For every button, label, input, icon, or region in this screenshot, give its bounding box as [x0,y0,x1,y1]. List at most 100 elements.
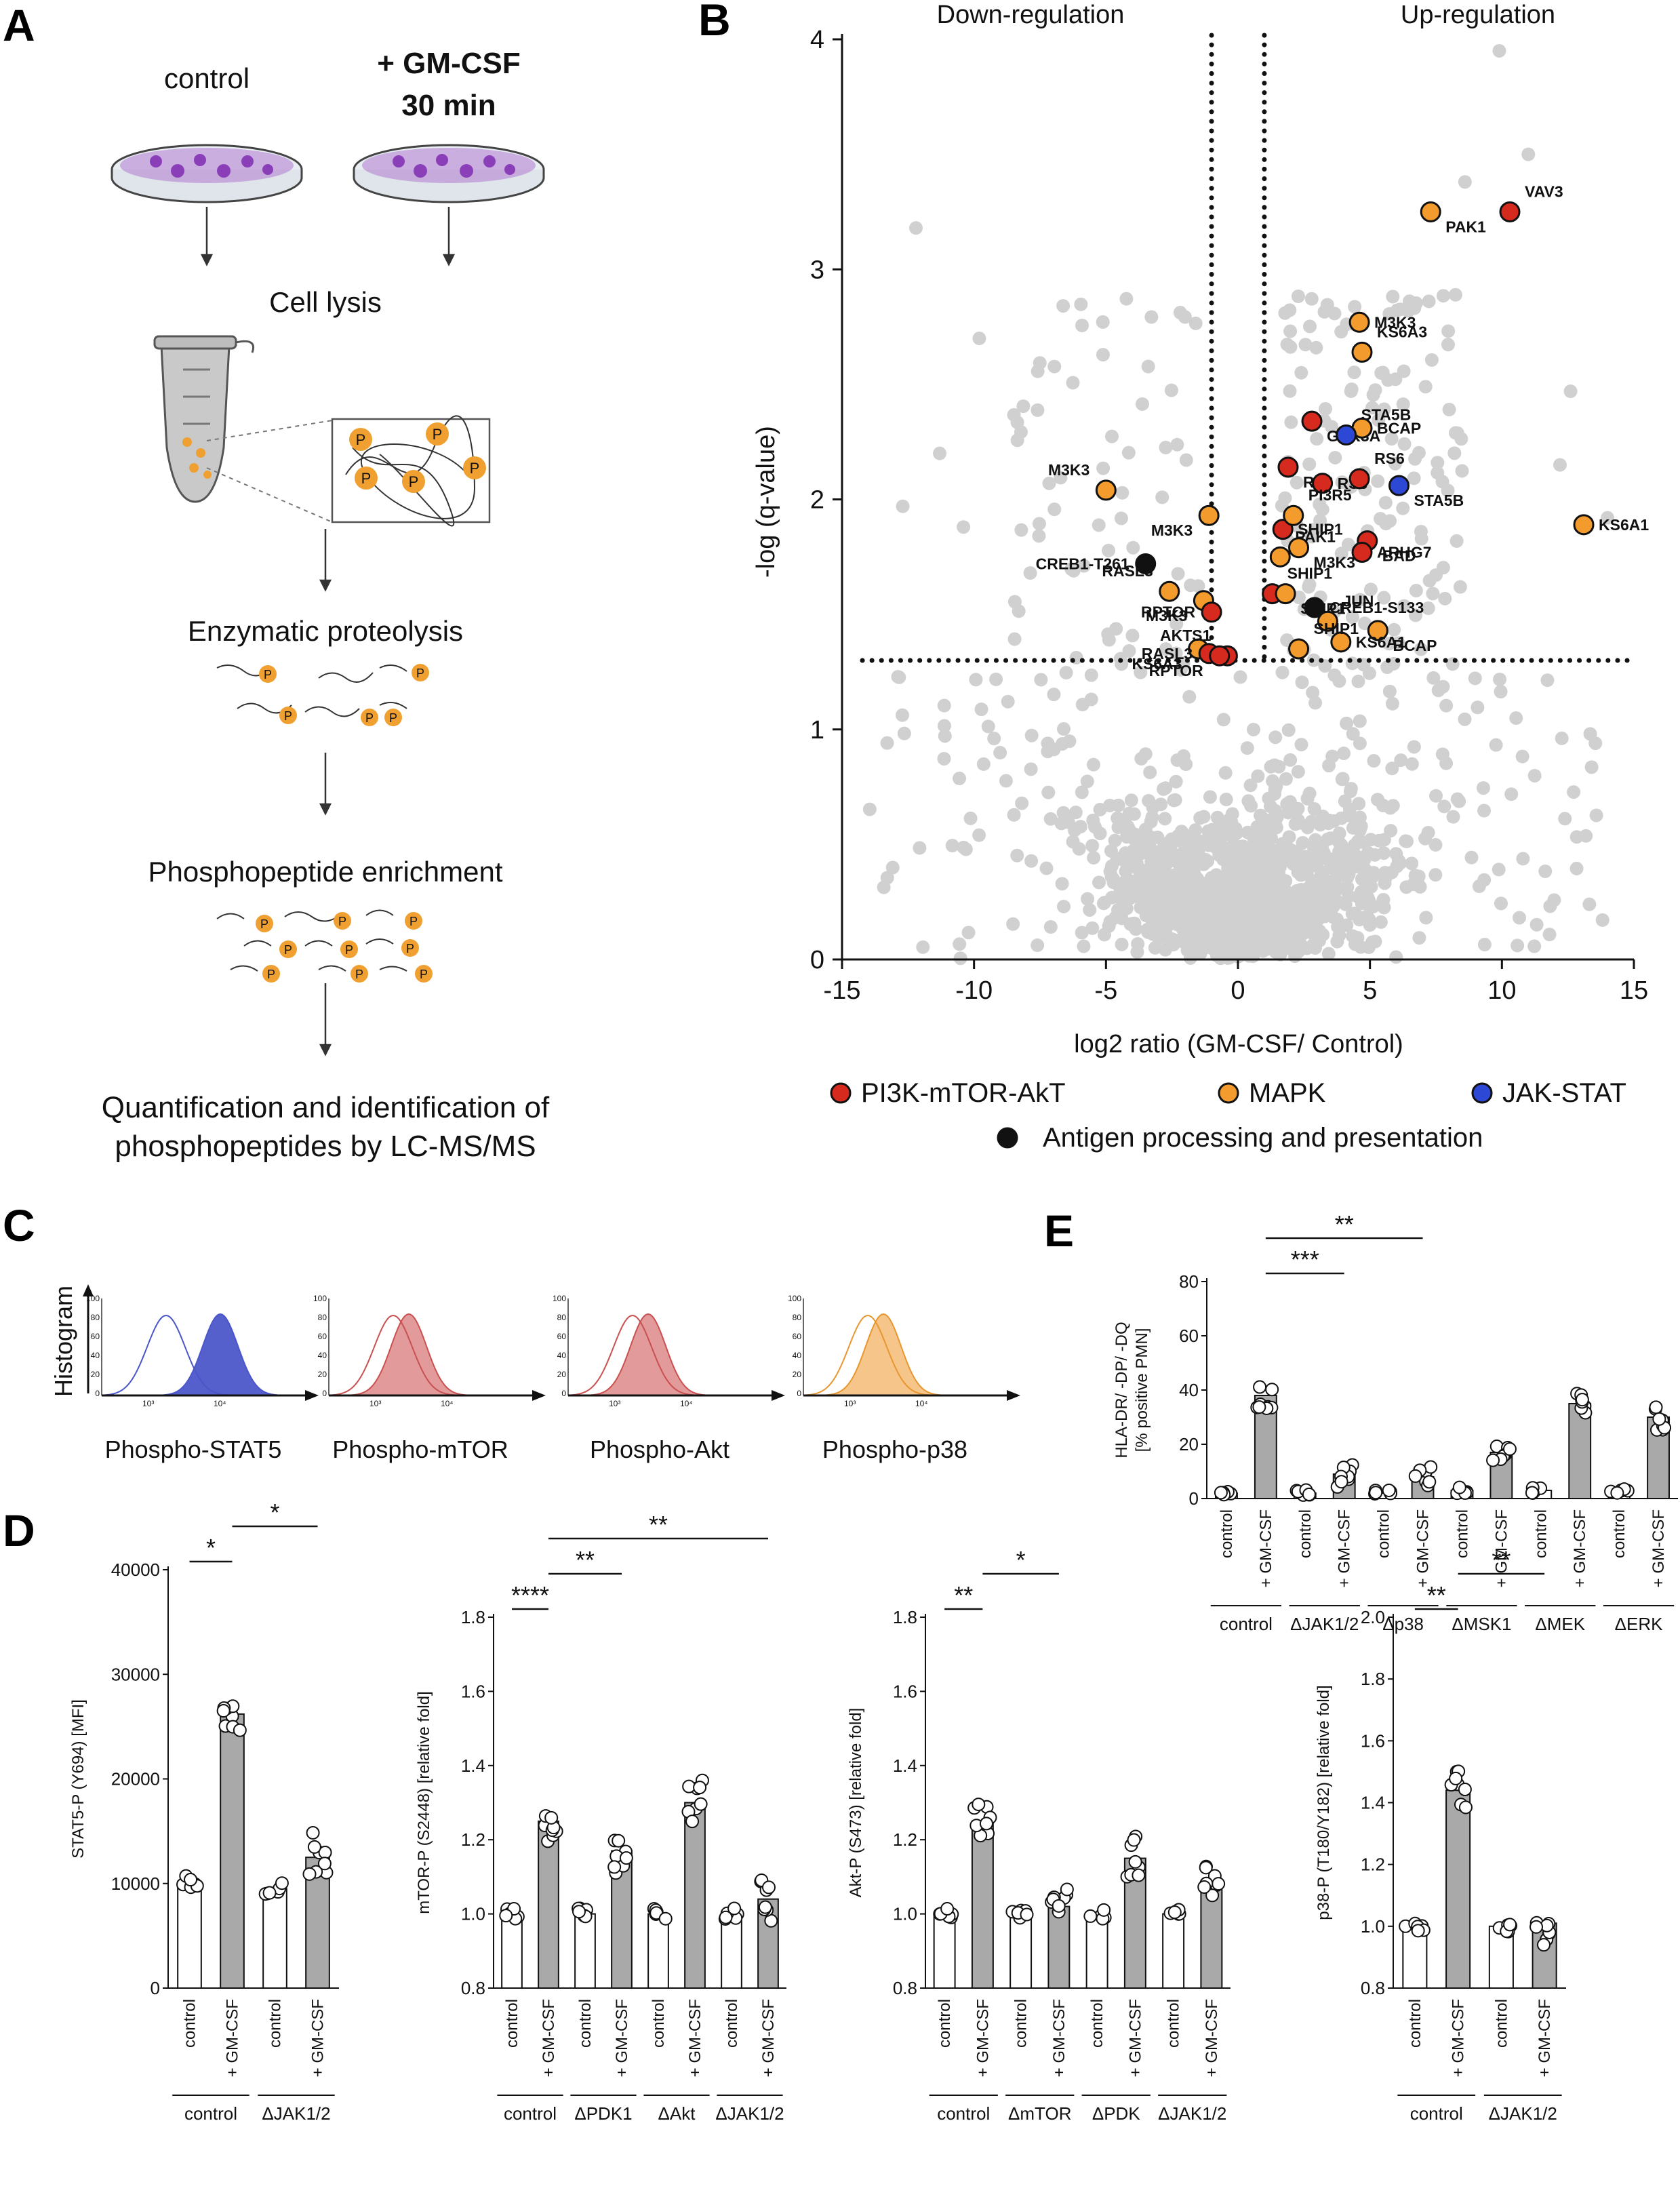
background-point [1270,924,1284,938]
background-point [1504,787,1519,801]
flow-x-tick: 10³ [369,1399,381,1408]
background-point [1492,43,1506,58]
svg-text:P: P [433,426,443,443]
y-tick-label: 20000 [111,1769,160,1789]
bar-1 [1445,1789,1471,1989]
chart-d2: 0.8 1.0 1.2 1.4 1.6 1.8 mTOR-P (S2448) [relati… [415,1511,786,2124]
group-label: ΔmTOR [1008,2103,1071,2124]
background-point [1263,907,1277,921]
volcano-label-rasl3: RASL3 [1102,562,1153,580]
background-point [1588,736,1603,751]
background-point [989,672,1003,686]
background-point [1367,848,1382,862]
y-axis-label: p38-P (T180/Y182) [relative fold] [1315,1685,1333,1920]
background-point [1084,668,1098,682]
background-point [1169,774,1183,789]
background-point [1047,502,1062,517]
group-label: control [1410,2103,1463,2124]
background-point [957,840,971,854]
background-point [1075,318,1089,332]
volcano-point-rs6 [1312,473,1334,494]
background-point [1389,950,1403,964]
svg-text:P: P [260,917,268,931]
y-tick-label: 0.8 [893,1978,917,1998]
background-point [945,839,959,853]
x-tick-label: 10 [1487,976,1516,1005]
data-point [1132,1868,1146,1882]
background-point [1138,888,1153,903]
volcano-point-vav3 [1499,201,1521,222]
significance-label: ** [1335,1210,1354,1238]
volcano-label-m3k3: M3K3 [1314,554,1355,572]
background-point [1024,854,1039,868]
significance-label: * [270,1499,279,1526]
significance-label: ** [1427,1581,1446,1609]
background-point [1340,871,1355,885]
background-point [1385,696,1399,711]
background-point [1201,824,1216,838]
data-point [1097,1903,1111,1917]
background-point [1332,674,1346,688]
data-point [1265,1383,1279,1397]
background-point [1374,366,1388,380]
background-point [1365,401,1379,415]
background-point [1431,456,1445,470]
background-point [1239,921,1254,936]
background-point [1328,450,1342,464]
background-point [1323,854,1338,869]
category-label: control [1492,1999,1511,2048]
background-point [1102,543,1116,557]
chart-d1: 0 10000 20000 30000 40000 STAT5-P (Y694) [MFI… [69,1499,339,2124]
data-point [694,1797,708,1811]
background-point [1428,868,1443,882]
data-point [1214,1486,1228,1500]
background-point [1170,437,1184,452]
background-point [1344,384,1358,398]
background-point [1104,870,1119,884]
background-point [1538,864,1553,878]
background-point [1164,383,1178,397]
background-point [1391,636,1405,650]
y-tick-label: 20 [1179,1434,1199,1454]
background-point [1327,306,1342,321]
background-point [1294,365,1308,380]
data-point [233,1723,247,1737]
panel-letter-e: E [1044,1206,1074,1256]
background-point [1086,813,1100,827]
data-point [972,1798,986,1812]
y-tick-label: 10000 [111,1873,160,1894]
background-point [1419,911,1433,925]
flow-x-tick: 10³ [142,1399,154,1408]
flow-x-tick: 10³ [844,1399,856,1408]
background-point [1477,938,1492,952]
background-point [1266,892,1281,906]
background-point [1043,812,1058,826]
background-point [974,702,988,717]
flow-plot-1: 100 80 60 40 20 0 10³ 10⁴ Phospho-STAT5 [86,1294,319,1463]
group-label: ΔJAK1/2 [1158,2103,1226,2124]
background-point [1197,940,1211,954]
background-point [1286,894,1300,909]
background-point [1335,772,1349,787]
background-point [1547,893,1561,907]
background-point [1122,643,1136,658]
background-point [1353,911,1367,925]
y-tick-label: 0.8 [461,1978,485,1998]
category-label: + GM-CSF [1536,1999,1554,2077]
background-point [1096,315,1110,329]
background-point [1354,940,1368,954]
background-point [1047,688,1061,702]
background-point [1283,324,1298,338]
volcano-point-rs6 [1348,468,1370,490]
flow-y-tick: 0 [561,1389,566,1398]
background-point [1179,837,1193,851]
flow-y-tick: 80 [557,1313,567,1322]
data-point [1060,1882,1074,1897]
x-tick-label: 0 [1231,976,1245,1005]
background-point [1450,426,1464,440]
bar-1 [971,1820,994,1989]
volcano-labeled-points: VAV3PAK1M3K3KS6A3GSK3ABCAPSTA5BRS6RS6RS6… [1036,182,1649,679]
volcano-label-m3k3: M3K3 [1146,607,1187,624]
y-tick-label: 1.6 [893,1681,917,1701]
background-point [1303,319,1317,334]
